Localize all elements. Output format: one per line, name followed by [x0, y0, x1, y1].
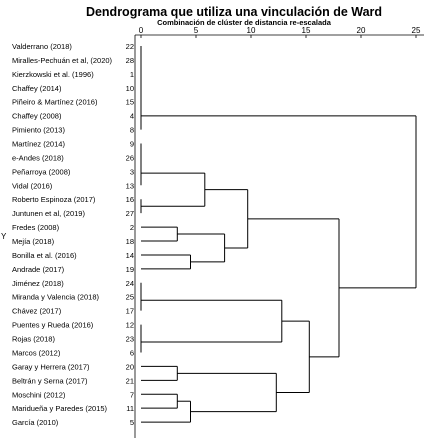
- leaf-label: Garay y Herrera (2017): [12, 362, 90, 371]
- leaf-id: 17: [126, 307, 134, 316]
- leaf-id: 20: [126, 362, 134, 371]
- x-tick-label: 20: [357, 26, 366, 35]
- leaf-id: 2: [130, 223, 134, 232]
- leaf-label: Peñarroya (2008): [12, 167, 71, 176]
- leaf-label: e-Andes (2018): [12, 153, 64, 162]
- leaf-label: Chávez (2017): [12, 307, 62, 316]
- leaf-id: 10: [126, 84, 134, 93]
- x-tick-label: 15: [302, 26, 311, 35]
- leaf-id: 8: [130, 126, 134, 135]
- chart-title: Dendrograma que utiliza una vinculación …: [85, 5, 383, 19]
- leaf-id: 15: [126, 98, 134, 107]
- leaf-id: 12: [126, 321, 134, 330]
- leaf-label: Juntunen et al, (2019): [12, 209, 85, 218]
- leaf-id: 16: [126, 195, 134, 204]
- leaf-id: 13: [126, 181, 134, 190]
- leaf-id: 28: [126, 56, 134, 65]
- leaf-id: 1: [130, 70, 134, 79]
- leaf-label: Chaffey (2014): [12, 84, 62, 93]
- leaf-id: 19: [126, 265, 134, 274]
- leaf-id: 27: [126, 209, 134, 218]
- leaf-id: 7: [130, 390, 134, 399]
- leaf-label: Puentes y Rueda (2016): [12, 321, 94, 330]
- leaf-id: 6: [130, 348, 134, 357]
- leaf-label: Pimiento (2013): [12, 126, 65, 135]
- leaf-id: 21: [126, 376, 134, 385]
- leaf-label: Marcos (2012): [12, 348, 61, 357]
- leaf-label: Moschini (2012): [12, 390, 66, 399]
- leaf-id: 11: [126, 404, 134, 413]
- leaf-label: Bonilla et al. (2016): [12, 251, 77, 260]
- leaf-id: 9: [130, 140, 134, 149]
- x-tick-label: 5: [194, 26, 199, 35]
- x-tick-label: 10: [247, 26, 256, 35]
- leaf-label: Piñeiro & Martínez (2016): [12, 98, 98, 107]
- leaf-label: Beltrán y Serna (2017): [12, 376, 88, 385]
- x-tick-label: 0: [139, 26, 144, 35]
- leaf-label: Valderrano (2018): [12, 42, 72, 51]
- leaf-id: 25: [126, 293, 134, 302]
- leaf-id: 3: [130, 167, 134, 176]
- leaf-label: Jiménez (2018): [12, 279, 64, 288]
- leaf-id: 26: [126, 153, 134, 162]
- leaf-label: Rojas (2018): [12, 335, 55, 344]
- leaf-id: 5: [130, 418, 134, 427]
- x-tick-label: 25: [412, 26, 421, 35]
- leaf-label: Miranda y Valencia (2018): [12, 293, 99, 302]
- leaf-label: Chaffey (2008): [12, 112, 62, 121]
- leaf-id: 22: [126, 42, 134, 51]
- leaf-label: Martínez (2014): [12, 140, 65, 149]
- leaf-id: 4: [130, 112, 134, 121]
- leaf-label: Andrade (2017): [12, 265, 65, 274]
- leaf-id: 24: [126, 279, 134, 288]
- leaf-label: Maridueña y Paredes (2015): [12, 404, 108, 413]
- leaf-label: Roberto Espinoza (2017): [12, 195, 96, 204]
- leaf-label: Vidal (2016): [12, 181, 53, 190]
- leaf-label: Miralles-Pechuán et al, (2020): [12, 56, 113, 65]
- leaf-label: García (2010): [12, 418, 59, 427]
- leaf-label: Kierzkowski et al. (1996): [12, 70, 94, 79]
- chart-subtitle: Combinación de clúster de distancia re-e…: [157, 18, 331, 27]
- y-axis-label: Y: [1, 232, 7, 241]
- leaf-id: 18: [126, 237, 134, 246]
- leaf-id: 23: [126, 335, 134, 344]
- leaf-id: 14: [126, 251, 134, 260]
- leaf-label: Fredes (2008): [12, 223, 60, 232]
- leaf-label: Mejía (2018): [12, 237, 55, 246]
